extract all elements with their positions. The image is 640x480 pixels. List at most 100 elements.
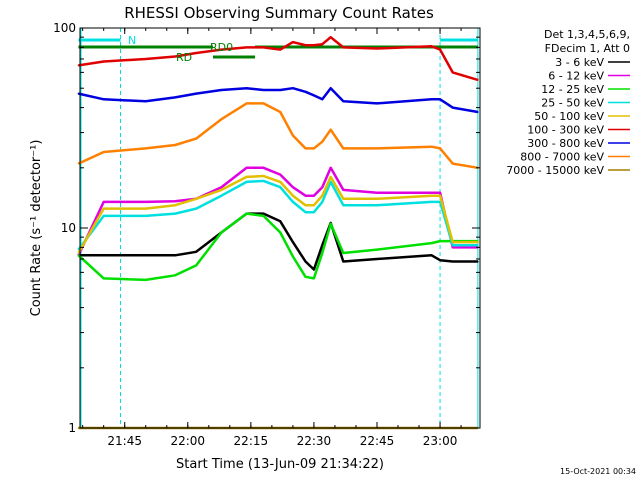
data-point	[430, 242, 433, 244]
data-point	[102, 151, 105, 153]
data-point	[144, 100, 147, 103]
data-point	[376, 147, 378, 150]
x-axis: 21:45 22:00 22:15 22:30 22:45 23:00	[82, 28, 462, 448]
x-tick-label: 22:15	[234, 434, 269, 448]
data-point	[477, 241, 479, 243]
data-point	[262, 46, 265, 49]
data-point	[262, 215, 265, 217]
series-line-6	[78, 86, 479, 114]
data-point	[304, 211, 307, 213]
data-point	[342, 46, 345, 49]
data-point	[439, 259, 441, 262]
data-point	[245, 102, 248, 105]
data-point	[144, 147, 147, 150]
data-point	[102, 215, 105, 217]
series-line-0	[78, 212, 478, 271]
data-point	[304, 44, 307, 47]
legend-header-2: FDecim 1, Att 0	[545, 42, 630, 55]
data-point	[102, 98, 105, 101]
data-point	[77, 162, 80, 165]
data-point	[451, 260, 454, 263]
y-axis-label: Count Rate (s⁻¹ detector⁻¹)	[29, 140, 44, 317]
plot-area	[77, 28, 479, 430]
data-point	[292, 241, 294, 243]
data-point	[477, 260, 479, 263]
data-point	[439, 98, 441, 101]
data-point	[342, 204, 345, 207]
series-line-1	[77, 166, 478, 256]
data-point	[195, 251, 197, 253]
data-point	[102, 207, 105, 210]
data-point	[430, 194, 433, 197]
x-tick-label: 23:00	[423, 434, 458, 448]
data-point	[220, 186, 223, 188]
data-point	[279, 186, 282, 188]
data-point	[430, 254, 433, 257]
data-point	[342, 197, 345, 200]
data-point	[174, 55, 176, 58]
data-point	[77, 64, 80, 67]
annotation-rd0: RD0	[210, 41, 233, 54]
data-point	[220, 231, 223, 234]
data-point	[77, 92, 80, 95]
data-point	[321, 194, 324, 197]
data-point	[321, 201, 324, 203]
data-point	[304, 204, 307, 207]
data-point	[321, 43, 324, 45]
data-point	[329, 181, 332, 183]
data-point	[262, 89, 265, 91]
data-point	[292, 134, 294, 137]
data-point	[451, 71, 454, 74]
data-point	[321, 98, 324, 101]
data-point	[321, 140, 324, 143]
data-point	[262, 212, 265, 215]
data-point	[195, 137, 197, 140]
data-point	[144, 215, 147, 217]
data-point	[451, 106, 454, 109]
data-point	[313, 211, 315, 213]
data-point	[451, 241, 454, 243]
data-point	[304, 260, 307, 263]
data-point	[430, 191, 433, 194]
data-point	[245, 166, 248, 169]
data-point	[174, 204, 176, 207]
data-point	[292, 41, 294, 43]
legend-label: 100 - 300 keV	[527, 124, 604, 137]
data-point	[321, 244, 324, 247]
data-point	[262, 175, 265, 177]
data-point	[304, 147, 307, 150]
data-point	[329, 36, 332, 38]
legend-header-1: Det 1,3,4,5,6,9,	[544, 28, 630, 41]
data-point	[304, 90, 307, 93]
data-point	[174, 96, 176, 99]
data-point	[451, 246, 454, 249]
series-line-2	[77, 212, 478, 282]
data-point	[195, 197, 197, 200]
plot-frame	[79, 27, 481, 429]
data-point	[376, 204, 378, 207]
legend-label: 300 - 800 keV	[527, 137, 604, 150]
data-point	[102, 254, 105, 257]
data-point	[195, 92, 197, 95]
annotation-rd: RD	[176, 51, 192, 64]
data-point	[439, 194, 441, 197]
legend-label: 12 - 25 keV	[541, 83, 604, 96]
data-point	[174, 254, 176, 257]
data-point	[439, 48, 441, 51]
data-point	[451, 162, 454, 165]
legend-label: 800 - 7000 keV	[520, 151, 604, 164]
legend-label: 7000 - 15000 keV	[506, 164, 604, 177]
series-line-5	[78, 35, 479, 82]
data-point	[77, 254, 80, 257]
data-point	[174, 144, 176, 146]
data-point	[245, 181, 248, 183]
y-axis: 1 10 100	[53, 21, 480, 435]
data-point	[329, 176, 332, 178]
data-point	[342, 252, 345, 254]
x-tick-label: 21:45	[107, 434, 142, 448]
data-point	[342, 147, 345, 150]
data-point	[174, 274, 176, 277]
data-point	[195, 207, 197, 210]
data-point	[292, 87, 294, 90]
data-point	[262, 102, 265, 105]
